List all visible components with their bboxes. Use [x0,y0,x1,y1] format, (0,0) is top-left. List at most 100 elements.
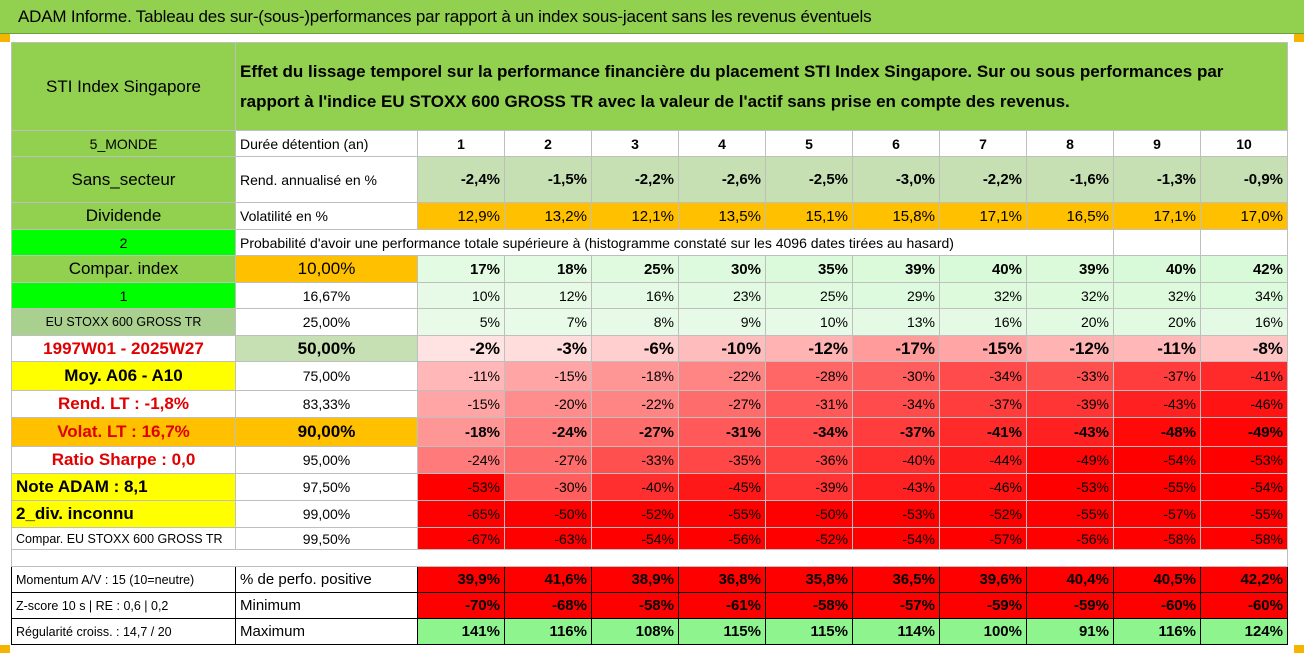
threshold-level: 95,00% [235,446,418,474]
summary-value: 39,9% [417,566,505,593]
probability-value: 32% [1026,282,1114,309]
probability-row: 2_div. inconnu 99,00% -65% -50% -52% -55% -50%… [11,500,1288,528]
side-r7: 1997W01 - 2025W27 [11,335,236,362]
side-r2: Dividende [11,202,236,230]
vol-value: 15,1% [765,202,853,230]
probability-row: Compar. index 10,00% 17% 18% 25% 30% 35% 39% 40%… [11,255,1288,283]
duration-header: 7 [939,130,1027,157]
side-r0: 5_MONDE [11,130,236,157]
rend-value: -1,5% [504,156,592,203]
threshold-level: 75,00% [235,361,418,391]
probability-value: -24% [417,446,505,474]
threshold-level: 50,00% [235,335,418,362]
probability-value: -12% [1026,335,1114,362]
duration-header: 4 [678,130,766,157]
probability-value: 17% [417,255,505,283]
probability-row: EU STOXX 600 GROSS TR 25,00% 5% 7% 8% 9% 10% 13… [11,308,1288,336]
summary-value: 141% [417,618,505,645]
summary-value: 100% [939,618,1027,645]
probability-value: -20% [504,390,592,418]
probability-value: 34% [1200,282,1288,309]
probability-value: -15% [417,390,505,418]
probability-value: -52% [939,500,1027,528]
vol-label: Volatilité en % [235,202,418,230]
corner-marker [1294,34,1304,42]
summary-value: -57% [852,592,940,619]
summary-value: 40,4% [1026,566,1114,593]
probability-value: -40% [591,473,679,501]
probability-row: Compar. EU STOXX 600 GROSS TR 99,50% -67% -… [11,527,1288,550]
probability-value: 35% [765,255,853,283]
probability-value: -53% [417,473,505,501]
probability-value: -27% [504,446,592,474]
probability-value: 39% [852,255,940,283]
header-description: Effet du lissage temporel sur la perform… [235,42,1288,131]
probability-value: -55% [678,500,766,528]
summary-value: -58% [591,592,679,619]
summary-value: 115% [765,618,853,645]
header-row: STI Index Singapore Effet du lissage tem… [11,42,1288,131]
probability-value: -17% [852,335,940,362]
summary-value: 41,6% [504,566,592,593]
corner-marker [0,34,10,42]
rend-row: Sans_secteur Rend. annualisé en % -2,4% -… [11,156,1288,203]
probability-value: -50% [504,500,592,528]
summary-value: -61% [678,592,766,619]
side-r5: 1 [11,282,236,309]
durations-label: Durée détention (an) [235,130,418,157]
summary-value: 115% [678,618,766,645]
probability-value: -55% [1113,473,1201,501]
separator-row [11,549,1288,567]
summary-value: 91% [1026,618,1114,645]
duration-header: 5 [765,130,853,157]
summary-value: 39,6% [939,566,1027,593]
probability-row: Ratio Sharpe : 0,0 95,00% -24% -27% -33% -35%… [11,446,1288,474]
empty-cell [1200,229,1288,256]
threshold-level: 25,00% [235,308,418,336]
side-r6: EU STOXX 600 GROSS TR [11,308,236,336]
probability-value: 40% [1113,255,1201,283]
probability-value: -56% [678,527,766,550]
probability-value: -43% [1026,417,1114,447]
summary-row: Momentum A/V : 15 (10=neutre)% de perfo.… [11,566,1288,593]
probability-value: -15% [939,335,1027,362]
probability-value: 9% [678,308,766,336]
probability-value: -49% [1200,417,1288,447]
header-description-text: Effet du lissage temporel sur la perform… [240,61,1224,111]
probability-value: -67% [417,527,505,550]
rend-value: -1,3% [1113,156,1201,203]
proba-row: 2 Probabilité d'avoir une performance to… [11,229,1288,256]
probability-value: -56% [1026,527,1114,550]
side-r1: Sans_secteur [11,156,236,203]
duration-header: 2 [504,130,592,157]
threshold-level: 99,50% [235,527,418,550]
summary-value: 108% [591,618,679,645]
vol-value: 16,5% [1026,202,1114,230]
probability-value: 23% [678,282,766,309]
threshold-level: 83,33% [235,390,418,418]
probability-value: -57% [939,527,1027,550]
probability-value: -2% [417,335,505,362]
probability-value: -8% [1200,335,1288,362]
side-r14: Compar. EU STOXX 600 GROSS TR [11,527,236,550]
probability-value: -33% [1026,361,1114,391]
threshold-level: 99,00% [235,500,418,528]
rend-label: Rend. annualisé en % [235,156,418,203]
performance-table: STI Index Singapore Effet du lissage tem… [11,42,1288,645]
probability-value: -50% [765,500,853,528]
side-r3: 2 [11,229,236,256]
probability-value: 25% [591,255,679,283]
probability-value: 16% [1200,308,1288,336]
vol-value: 13,5% [678,202,766,230]
probability-value: -54% [1113,446,1201,474]
summary-value: 38,9% [591,566,679,593]
rend-value: -2,2% [939,156,1027,203]
summary-side-label: Z-score 10 s | RE : 0,6 | 0,2 [11,592,236,619]
probability-value: 42% [1200,255,1288,283]
summary-row: Régularité croiss. : 14,7 / 20 Maximum 141… [11,618,1288,645]
probability-value: 32% [939,282,1027,309]
summary-value: -59% [939,592,1027,619]
summary-label: % de perfo. positive [235,566,418,593]
separator-cell [11,549,1288,567]
probability-value: -48% [1113,417,1201,447]
